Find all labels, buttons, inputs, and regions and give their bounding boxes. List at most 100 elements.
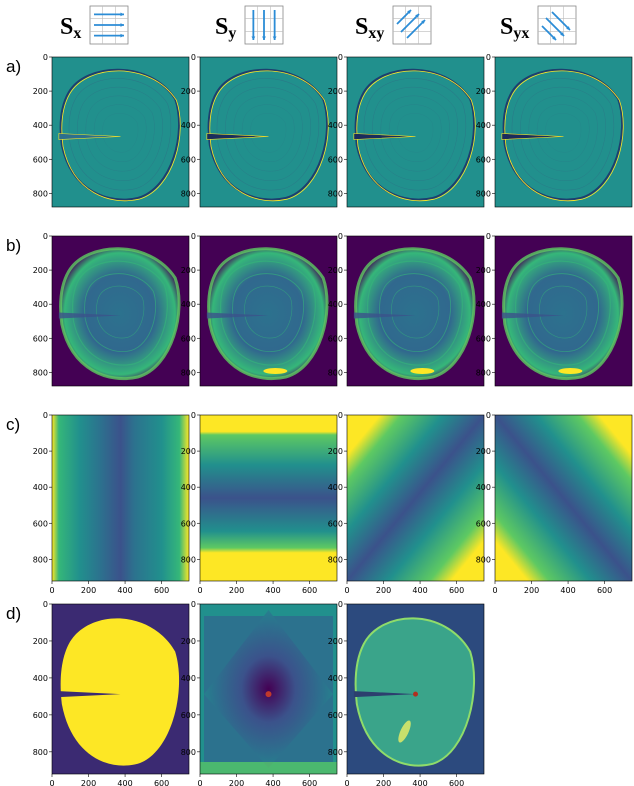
y-tick-label: 0 xyxy=(338,232,343,241)
panel-r3-c3: 0 200 400 600 800 0 200 400 600 xyxy=(328,411,485,595)
y-tick-label: 400 xyxy=(476,121,491,130)
icon-arrowhead xyxy=(251,36,256,40)
y-tick-label: 200 xyxy=(328,637,343,646)
y-tick-label: 400 xyxy=(328,674,343,683)
y-tick-label: 800 xyxy=(181,555,196,564)
panel-background xyxy=(347,57,484,207)
y-tick-label: 400 xyxy=(328,300,343,309)
x-tick-label: 400 xyxy=(412,586,427,595)
panel-r2-c3: 0 200 400 600 800 xyxy=(328,232,485,387)
growth-ring xyxy=(233,95,303,172)
panel-frame xyxy=(346,414,485,582)
blurred-ring xyxy=(527,273,600,352)
y-tick-label: 800 xyxy=(181,748,196,757)
panel-background xyxy=(495,57,632,207)
y-tick-label: 600 xyxy=(33,711,48,720)
blurred-ring xyxy=(84,273,157,352)
x-tick-label: 0 xyxy=(49,586,54,595)
x-tick-label: 400 xyxy=(117,586,132,595)
x-tick-label: 400 xyxy=(117,779,132,786)
filter-pattern xyxy=(495,415,632,581)
y-tick-label: 800 xyxy=(328,368,343,377)
y-tick-label: 800 xyxy=(33,189,48,198)
y-tick-label: 200 xyxy=(181,637,196,646)
crack-line xyxy=(353,312,416,319)
crack-line xyxy=(501,312,564,319)
center-marker xyxy=(265,691,272,698)
disc-outline xyxy=(207,68,329,201)
y-tick-label: 600 xyxy=(476,155,491,164)
blurred-ring xyxy=(232,273,305,352)
panel-frame xyxy=(51,56,190,208)
y-tick-label: 600 xyxy=(328,711,343,720)
panel-frame xyxy=(346,235,485,387)
diagonal-up-arrows-icon xyxy=(392,5,432,45)
icon-arrow xyxy=(400,13,420,33)
row-label: d) xyxy=(6,604,21,623)
panel-r3-c1: 0 200 400 600 800 0 200 400 600 xyxy=(33,411,190,595)
y-tick-label: 800 xyxy=(476,555,491,564)
header-label: Sx xyxy=(60,14,81,42)
crack-line xyxy=(501,133,564,140)
y-tick-label: 0 xyxy=(43,232,48,241)
disc-edge xyxy=(354,247,476,381)
crack-line xyxy=(206,133,269,140)
x-tick-label: 600 xyxy=(449,779,464,786)
panel-background xyxy=(200,57,337,207)
x-tick-label: 0 xyxy=(492,586,497,595)
y-tick-label: 400 xyxy=(181,300,196,309)
panel-r1-c2: 0 200 400 600 800 xyxy=(181,53,338,208)
blurred-disc xyxy=(208,248,328,379)
y-tick-label: 0 xyxy=(486,232,491,241)
header-Sxy: Sxy xyxy=(355,5,432,45)
x-tick-label: 200 xyxy=(229,586,244,595)
y-tick-label: 200 xyxy=(33,637,48,646)
panel-r1-c3: 0 200 400 600 800 xyxy=(328,53,485,208)
panel-frame xyxy=(51,603,190,775)
y-tick-label: 200 xyxy=(181,447,196,456)
icon-arrowhead xyxy=(120,33,124,38)
panel-frame xyxy=(51,414,190,582)
y-tick-label: 400 xyxy=(328,121,343,130)
y-tick-label: 800 xyxy=(328,748,343,757)
y-tick-label: 600 xyxy=(33,519,48,528)
disc-edge xyxy=(354,617,476,767)
header-Syx: Syx xyxy=(500,5,577,45)
header-label: Sxy xyxy=(355,14,384,42)
disc-edge-highlight xyxy=(61,70,181,202)
icon-arrowhead xyxy=(560,32,564,36)
y-tick-label: 0 xyxy=(43,411,48,420)
x-tick-label: 600 xyxy=(449,586,464,595)
y-tick-label: 600 xyxy=(181,334,196,343)
x-tick-label: 0 xyxy=(197,586,202,595)
x-tick-label: 200 xyxy=(376,586,391,595)
blurred-disc xyxy=(503,248,623,379)
blurred-disc xyxy=(60,248,180,379)
y-tick-label: 600 xyxy=(476,334,491,343)
panel-frame xyxy=(494,56,633,208)
y-tick-label: 200 xyxy=(181,266,196,275)
panel-frame xyxy=(346,603,485,775)
icon-arrowhead xyxy=(120,23,124,27)
disc-outline xyxy=(502,68,624,201)
x-tick-label: 0 xyxy=(344,779,349,786)
y-tick-label: 800 xyxy=(328,189,343,198)
panel-frame xyxy=(494,235,633,387)
y-tick-label: 0 xyxy=(338,53,343,62)
y-tick-label: 0 xyxy=(486,53,491,62)
y-tick-label: 600 xyxy=(33,334,48,343)
y-tick-label: 400 xyxy=(33,674,48,683)
y-tick-label: 200 xyxy=(476,87,491,96)
icon-arrow xyxy=(545,17,565,37)
disc-edge-highlight xyxy=(356,70,476,202)
spectrum-diamond xyxy=(204,610,333,768)
panel-background xyxy=(52,57,189,207)
icon-arrowhead xyxy=(272,36,277,40)
panel-frame xyxy=(346,56,485,208)
y-tick-label: 200 xyxy=(33,87,48,96)
y-tick-label: 800 xyxy=(181,189,196,198)
y-tick-label: 800 xyxy=(476,368,491,377)
icon-arrowhead xyxy=(566,26,570,30)
crack-line xyxy=(206,312,269,319)
